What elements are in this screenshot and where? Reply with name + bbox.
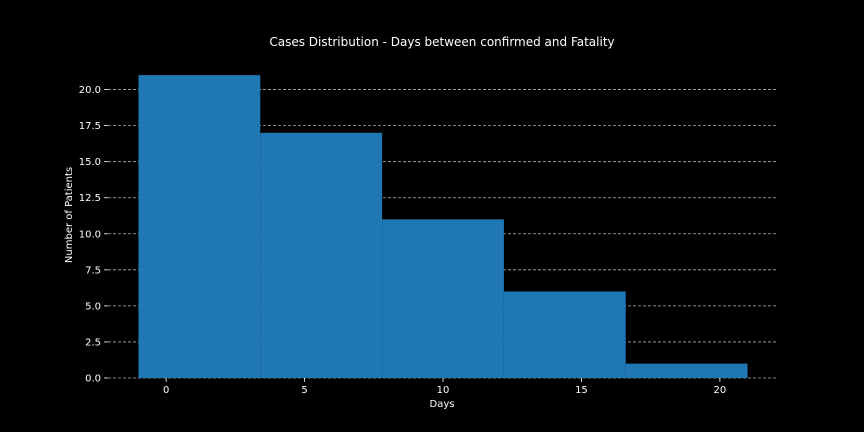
bars: [138, 75, 748, 379]
x-tick-label-2: 10: [437, 385, 450, 396]
x-axis-label: Days: [430, 399, 455, 410]
y-tick-label-4: 10.0: [79, 229, 101, 240]
histogram-bar-1: [138, 75, 261, 379]
y-tick-label-2: 5.0: [85, 301, 101, 312]
y-tick-label-8: 20.0: [79, 85, 101, 96]
y-axis-ticks: 0.0 2.5 5.0 7.5 10.0 12.5 15.0 17.5 20.0: [79, 85, 108, 385]
histogram-bar-4: [503, 291, 626, 378]
histogram-bar-2: [260, 132, 383, 378]
chart-title: Cases Distribution - Days between confir…: [269, 35, 614, 49]
x-tick-label-4: 20: [713, 385, 726, 396]
x-tick-label-3: 15: [575, 385, 588, 396]
y-tick-label-5: 12.5: [79, 193, 101, 204]
y-axis-label: Number of Patients: [64, 167, 75, 263]
y-tick-label-1: 2.5: [85, 337, 101, 348]
histogram-bar-5: [625, 363, 748, 378]
x-axis-ticks: 0 5 10 15 20: [163, 378, 726, 396]
x-tick-label-1: 5: [301, 385, 307, 396]
x-tick-label-0: 0: [163, 385, 169, 396]
y-tick-label-6: 15.0: [79, 157, 101, 168]
histogram-bar-3: [382, 219, 504, 378]
y-tick-label-7: 17.5: [79, 121, 101, 132]
y-tick-label-3: 7.5: [85, 265, 101, 276]
y-tick-label-0: 0.0: [85, 374, 101, 385]
